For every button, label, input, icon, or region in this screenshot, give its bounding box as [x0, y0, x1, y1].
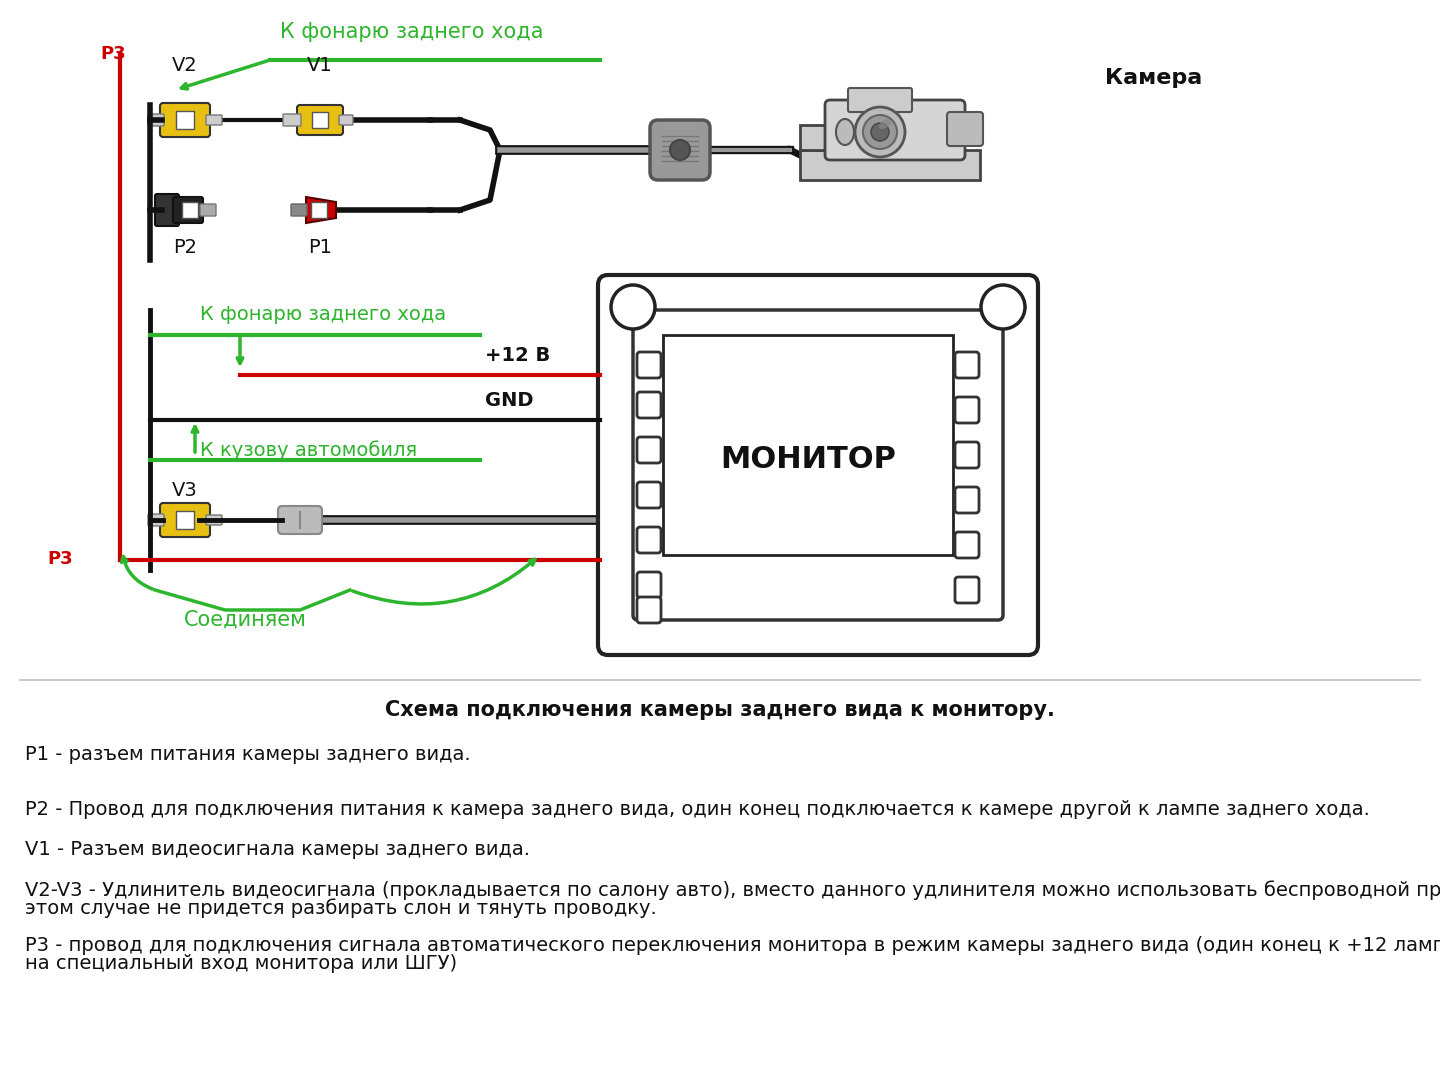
- Text: Р2 - Провод для подключения питания к камера заднего вида, один конец подключает: Р2 - Провод для подключения питания к ка…: [24, 800, 1369, 819]
- FancyBboxPatch shape: [636, 527, 661, 553]
- FancyBboxPatch shape: [160, 503, 210, 537]
- FancyBboxPatch shape: [948, 111, 984, 146]
- Text: Р2: Р2: [173, 238, 197, 257]
- Ellipse shape: [837, 119, 854, 145]
- FancyBboxPatch shape: [297, 105, 343, 135]
- Text: К фонарю заднего хода: К фонарю заднего хода: [200, 306, 446, 324]
- FancyBboxPatch shape: [206, 515, 222, 525]
- FancyBboxPatch shape: [278, 506, 323, 534]
- FancyBboxPatch shape: [634, 310, 1004, 620]
- Text: на специальный вход монитора или ШГУ): на специальный вход монитора или ШГУ): [24, 954, 456, 973]
- FancyBboxPatch shape: [636, 392, 661, 418]
- Text: V1 - Разъем видеосигнала камеры заднего вида.: V1 - Разъем видеосигнала камеры заднего …: [24, 840, 530, 859]
- Text: Р3: Р3: [99, 45, 125, 63]
- FancyBboxPatch shape: [338, 115, 353, 125]
- FancyBboxPatch shape: [636, 597, 661, 623]
- FancyBboxPatch shape: [156, 194, 179, 226]
- FancyBboxPatch shape: [649, 120, 710, 180]
- Text: К кузову автомобиля: К кузову автомобиля: [200, 440, 418, 460]
- Text: V2-V3 - Удлинитель видеосигнала (прокладывается по салону авто), вместо данного : V2-V3 - Удлинитель видеосигнала (проклад…: [24, 880, 1440, 899]
- Circle shape: [855, 107, 904, 157]
- Text: Соединяем: Соединяем: [183, 610, 307, 630]
- Text: Р1 - разъем питания камеры заднего вида.: Р1 - разъем питания камеры заднего вида.: [24, 745, 471, 764]
- Circle shape: [863, 115, 897, 149]
- Text: МОНИТОР: МОНИТОР: [720, 446, 896, 475]
- Text: Р3 - провод для подключения сигнала автоматического переключения монитора в режи: Р3 - провод для подключения сигнала авто…: [24, 936, 1440, 955]
- FancyBboxPatch shape: [206, 115, 222, 125]
- FancyBboxPatch shape: [636, 352, 661, 378]
- FancyBboxPatch shape: [148, 513, 164, 526]
- FancyBboxPatch shape: [148, 114, 164, 126]
- FancyBboxPatch shape: [662, 334, 953, 555]
- FancyBboxPatch shape: [636, 572, 661, 598]
- Text: +12 В: +12 В: [485, 346, 550, 364]
- Text: Камера: Камера: [1104, 68, 1202, 88]
- FancyBboxPatch shape: [636, 437, 661, 463]
- Text: V3: V3: [173, 481, 197, 500]
- Text: Р1: Р1: [308, 238, 333, 257]
- FancyBboxPatch shape: [955, 352, 979, 378]
- Polygon shape: [305, 197, 336, 223]
- FancyBboxPatch shape: [955, 442, 979, 468]
- FancyBboxPatch shape: [636, 482, 661, 508]
- Polygon shape: [801, 125, 835, 150]
- Polygon shape: [801, 150, 981, 180]
- Text: Схема подключения камеры заднего вида к монитору.: Схема подключения камеры заднего вида к …: [384, 700, 1056, 720]
- Circle shape: [981, 285, 1025, 329]
- FancyBboxPatch shape: [598, 276, 1038, 655]
- Text: GND: GND: [485, 391, 533, 410]
- FancyBboxPatch shape: [176, 511, 194, 528]
- FancyBboxPatch shape: [848, 88, 912, 111]
- Ellipse shape: [878, 119, 891, 129]
- FancyBboxPatch shape: [173, 197, 203, 223]
- FancyBboxPatch shape: [284, 114, 301, 126]
- FancyBboxPatch shape: [181, 202, 199, 218]
- FancyBboxPatch shape: [955, 397, 979, 423]
- Text: Р3: Р3: [48, 550, 73, 568]
- Circle shape: [611, 285, 655, 329]
- FancyBboxPatch shape: [955, 532, 979, 559]
- Circle shape: [670, 140, 690, 160]
- FancyBboxPatch shape: [160, 103, 210, 137]
- Text: V2: V2: [173, 56, 197, 75]
- Text: этом случае не придется разбирать слон и тянуть проводку.: этом случае не придется разбирать слон и…: [24, 898, 657, 918]
- FancyBboxPatch shape: [312, 111, 328, 128]
- FancyBboxPatch shape: [200, 204, 216, 215]
- FancyBboxPatch shape: [176, 111, 194, 129]
- Text: V1: V1: [307, 56, 333, 75]
- FancyBboxPatch shape: [955, 487, 979, 513]
- FancyBboxPatch shape: [955, 577, 979, 602]
- FancyBboxPatch shape: [825, 100, 965, 160]
- FancyBboxPatch shape: [311, 202, 327, 218]
- FancyBboxPatch shape: [291, 204, 307, 215]
- Circle shape: [871, 123, 888, 142]
- Text: К фонарю заднего хода: К фонарю заднего хода: [279, 23, 543, 42]
